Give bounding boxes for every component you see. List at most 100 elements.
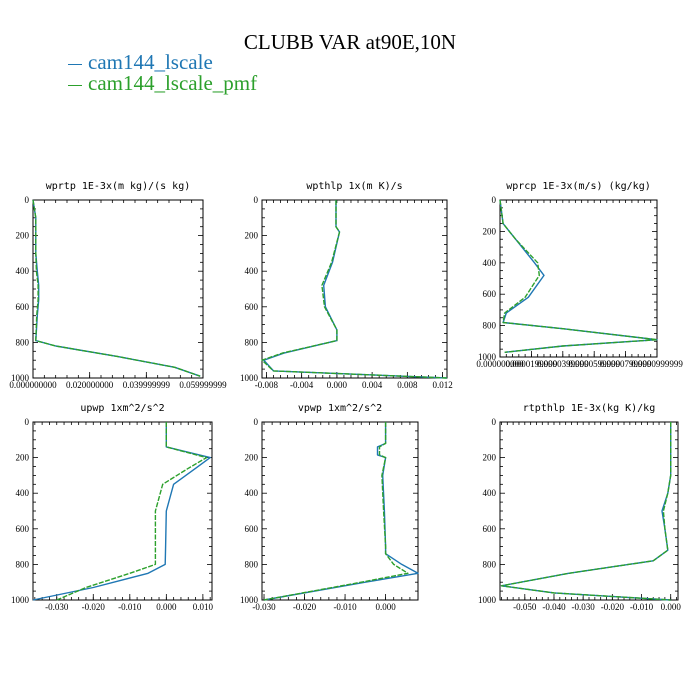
series-line-cam144_lscale: [32, 422, 211, 601]
x-tick-label: 0.0000199999: [506, 359, 558, 369]
plot-frame: [499, 421, 679, 601]
y-tick-label: 200: [16, 453, 30, 463]
x-tick-label: 0.0000599999: [568, 359, 620, 369]
y-tick-label: 400: [483, 258, 497, 268]
y-tick-label: 400: [245, 266, 259, 276]
x-tick-label: 0.012: [432, 380, 452, 390]
series-line-cam144_lscale_pmf: [500, 422, 672, 601]
x-tick-label: 0.0000799999: [600, 359, 652, 369]
series-line-cam144_lscale: [499, 199, 658, 353]
chart-panel-4: upwp 1xm^2/s^2 0 200 400 600 800 1000 -0.030 -0.…: [11, 403, 213, 612]
series-line-cam144_lscale_pmf: [56, 422, 208, 601]
y-tick-label: 800: [483, 321, 497, 331]
x-tick-label: -0.020: [601, 602, 625, 612]
chart-panel-2: wpthlp 1x(m K)/s 0 200 400 600 800 1000-0.008 -…: [240, 181, 453, 390]
y-tick-label: 0: [25, 417, 30, 427]
x-tick-label: 0.000000000: [476, 359, 524, 369]
x-tick-label: -0.030: [45, 602, 69, 612]
plot-title: upwp 1xm^2/s^2: [80, 403, 164, 414]
y-tick-label: 0: [254, 417, 259, 427]
y-tick-label: 600: [245, 302, 259, 312]
x-tick-label: -0.010: [333, 602, 357, 612]
legend-entry-lscale: cam144_lscale: [68, 50, 213, 75]
plot-title: wpthlp 1x(m K)/s: [306, 181, 402, 192]
plot-title: wprcp 1E-3x(m/s) (kg/kg): [506, 181, 651, 192]
plot-title: wprtp 1E-3x(m kg)/(s kg): [46, 181, 191, 192]
y-tick-label: 1000: [240, 373, 259, 383]
chart-panel-6: rtpthlp 1E-3x(kg K)/kg 0 200 400 600 800 1000 -…: [478, 403, 681, 612]
y-tick-label: 200: [245, 231, 259, 241]
x-tick-label: -0.030: [252, 602, 276, 612]
y-tick-label: 400: [16, 266, 30, 276]
series-line-cam144_lscale: [32, 199, 201, 377]
x-tick-label: 0.004: [362, 380, 383, 390]
x-tick-label: 0.000: [375, 602, 396, 612]
x-tick-label: -0.010: [630, 602, 654, 612]
x-tick-label: -0.010: [118, 602, 142, 612]
series-line-cam144_lscale_pmf: [499, 199, 658, 353]
x-tick-label: 0.000: [327, 380, 348, 390]
chart-panel-5: vpwp 1xm^2/s^2 0 200 400 600 800 1000-0.030 -0.…: [240, 403, 419, 612]
y-tick-label: 0: [492, 195, 497, 205]
x-tick-label: -0.050: [513, 602, 537, 612]
x-tick-label: 0.010: [193, 602, 214, 612]
chart-panel-1: wprtp 1E-3x(m kg)/(s kg) 0 200 400 600 800 100…: [9, 181, 227, 390]
legend-label: cam144_lscale_pmf: [88, 71, 258, 95]
legend-swatch: [68, 63, 82, 65]
series-line-cam144_lscale_pmf: [263, 422, 409, 601]
y-tick-label: 200: [16, 231, 30, 241]
x-tick-label: 0.0000399999: [537, 359, 589, 369]
y-tick-label: 600: [483, 289, 497, 299]
plot-frame: [499, 199, 658, 358]
x-tick-label: -0.004: [290, 380, 314, 390]
y-tick-label: 800: [245, 559, 259, 569]
x-tick-label: 0.059999999: [179, 380, 227, 390]
x-tick-label: 0.020000000: [66, 380, 114, 390]
legend-swatch: [68, 84, 82, 86]
chart-panel-3: wprcp 1E-3x(m/s) (kg/kg) 0 200 400 600 800 100…: [476, 181, 683, 369]
x-tick-label: 0.039999999: [123, 380, 171, 390]
y-tick-label: 600: [245, 524, 259, 534]
y-tick-label: 0: [25, 195, 30, 205]
y-tick-label: 1000: [11, 373, 30, 383]
y-tick-label: 1000: [478, 352, 497, 362]
y-tick-label: 1000: [478, 595, 497, 605]
x-tick-label: -0.020: [82, 602, 106, 612]
y-tick-label: 400: [245, 488, 259, 498]
series-line-cam144_lscale: [263, 200, 448, 379]
legend-label: cam144_lscale: [88, 50, 213, 74]
x-tick-label: 0.000: [156, 602, 177, 612]
y-tick-label: 800: [16, 559, 30, 569]
y-tick-label: 800: [16, 337, 30, 347]
x-tick-label: -0.008: [255, 380, 279, 390]
y-tick-label: 600: [16, 524, 30, 534]
x-tick-label: 0.0000999999: [631, 359, 683, 369]
x-tick-label: 0.008: [397, 380, 418, 390]
plot-frame: [32, 199, 204, 379]
series-line-cam144_lscale_pmf: [32, 199, 201, 377]
series-line-cam144_lscale: [263, 422, 419, 601]
y-tick-label: 0: [254, 195, 259, 205]
y-tick-label: 400: [483, 488, 497, 498]
series-line-cam144_lscale_pmf: [261, 200, 448, 379]
y-tick-label: 800: [245, 337, 259, 347]
y-tick-label: 600: [16, 302, 30, 312]
y-tick-label: 400: [16, 488, 30, 498]
y-tick-label: 200: [245, 453, 259, 463]
x-tick-label: 0.000: [661, 602, 682, 612]
y-tick-label: 200: [483, 453, 497, 463]
legend-entry-lscale-pmf: cam144_lscale_pmf: [68, 71, 257, 96]
x-tick-label: -0.040: [542, 602, 566, 612]
plot-frame: [32, 421, 213, 601]
page-title: CLUBB VAR at90E,10N: [243, 30, 457, 54]
y-tick-label: 1000: [11, 595, 30, 605]
x-tick-label: -0.020: [293, 602, 317, 612]
x-tick-label: -0.030: [572, 602, 596, 612]
y-tick-label: 600: [483, 524, 497, 534]
plot-title: vpwp 1xm^2/s^2: [298, 403, 382, 414]
plot-title: rtpthlp 1E-3x(kg K)/kg: [523, 403, 655, 414]
y-tick-label: 0: [492, 417, 497, 427]
y-tick-label: 800: [483, 559, 497, 569]
plot-frame: [261, 421, 419, 601]
